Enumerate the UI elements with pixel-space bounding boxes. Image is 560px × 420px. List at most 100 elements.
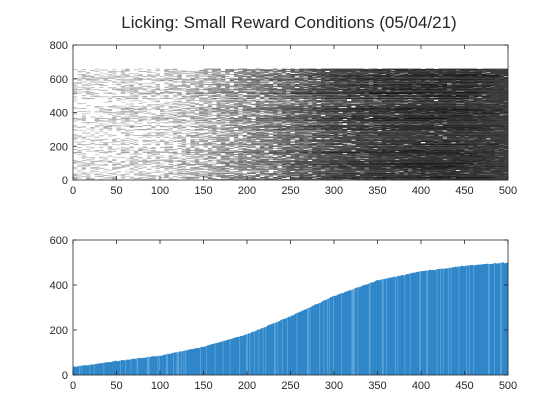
raster-segment xyxy=(181,144,187,146)
raster-segment xyxy=(351,120,413,122)
raster-segment xyxy=(242,107,247,109)
raster-segment xyxy=(342,113,348,115)
raster-segment xyxy=(233,82,239,84)
raster-segment xyxy=(225,72,230,73)
raster-segment xyxy=(281,82,287,84)
raster-segment xyxy=(233,140,239,142)
raster-segment xyxy=(260,148,269,150)
raster-segment xyxy=(242,156,247,158)
raster-segment xyxy=(303,112,313,114)
raster-segment xyxy=(229,129,234,131)
raster-segment xyxy=(120,151,130,153)
raster-segment xyxy=(412,101,421,103)
raster-segment xyxy=(307,156,326,158)
raster-segment xyxy=(338,87,365,88)
raster-segment xyxy=(229,106,234,107)
raster-segment xyxy=(347,85,352,86)
raster-segment xyxy=(129,140,134,142)
raster-segment xyxy=(155,108,160,109)
raster-segment xyxy=(155,73,160,74)
raster-segment xyxy=(73,88,82,90)
raster-segment xyxy=(186,107,195,109)
raster-segment xyxy=(125,132,130,134)
raster-segment xyxy=(94,107,100,108)
raster-segment xyxy=(220,131,226,133)
raster-segment xyxy=(220,126,226,128)
raster-segment xyxy=(173,90,178,92)
raster-segment xyxy=(277,130,282,132)
raster-segment xyxy=(255,102,261,104)
raster-segment xyxy=(381,150,395,152)
raster-segment xyxy=(173,134,178,136)
raster-segment xyxy=(247,114,261,115)
raster-segment xyxy=(142,134,147,135)
raster-segment xyxy=(164,78,169,80)
raster-segment xyxy=(94,132,100,134)
raster-segment xyxy=(299,96,304,98)
raster-segment xyxy=(199,155,204,156)
raster-segment xyxy=(351,86,356,87)
raster-segment xyxy=(242,115,247,116)
raster-segment xyxy=(273,92,287,94)
raster-segment xyxy=(129,110,134,111)
raster-segment xyxy=(146,87,152,89)
raster-segment xyxy=(499,82,508,84)
raster-segment xyxy=(407,109,413,111)
raster-segment xyxy=(355,87,378,89)
raster-segment xyxy=(186,90,195,92)
raster-segment xyxy=(212,114,221,116)
raster-segment xyxy=(238,143,243,145)
raster-segment xyxy=(273,116,278,118)
raster-segment xyxy=(216,128,221,130)
raster-segment xyxy=(260,115,269,116)
raster-segment xyxy=(286,133,295,135)
raster-segment xyxy=(438,73,456,75)
raster-segment xyxy=(112,119,117,121)
raster-segment xyxy=(177,145,187,147)
raster-segment xyxy=(334,155,348,157)
raster-segment xyxy=(494,86,508,87)
raster-segment xyxy=(120,118,130,120)
raster-segment xyxy=(264,120,278,122)
raster-segment xyxy=(407,113,421,115)
raster-segment xyxy=(146,158,152,159)
raster-segment xyxy=(386,77,426,79)
raster-segment xyxy=(225,115,230,117)
raster-segment xyxy=(138,77,143,79)
raster-segment xyxy=(173,132,182,134)
raster-segment xyxy=(90,88,95,90)
raster-segment xyxy=(220,73,226,75)
raster-segment xyxy=(81,149,87,151)
raster-segment xyxy=(190,112,195,114)
raster-segment xyxy=(290,80,300,82)
raster-segment xyxy=(181,133,187,134)
raster-segment xyxy=(438,72,452,74)
raster-segment xyxy=(112,95,126,97)
raster-segment xyxy=(120,81,126,83)
raster-segment xyxy=(286,140,291,141)
raster-segment xyxy=(125,85,134,86)
raster-segment xyxy=(242,110,247,112)
raster-segment xyxy=(220,76,230,77)
raster-segment xyxy=(142,119,152,121)
raster-segment xyxy=(225,157,230,158)
raster-segment xyxy=(290,113,295,115)
raster-segment xyxy=(286,109,291,111)
raster-segment xyxy=(477,114,482,116)
raster-segment xyxy=(107,147,113,149)
raster-segment xyxy=(342,101,361,102)
raster-segment xyxy=(186,71,200,73)
raster-segment xyxy=(334,105,339,106)
raster-segment xyxy=(307,111,321,113)
raster-segment xyxy=(151,90,156,92)
raster-segment xyxy=(360,153,365,155)
raster-segment xyxy=(116,157,121,159)
raster-segment xyxy=(312,103,317,104)
raster-segment xyxy=(325,113,330,115)
raster-segment xyxy=(247,87,256,89)
raster-segment xyxy=(303,98,308,100)
raster-segment xyxy=(242,100,256,102)
raster-segment xyxy=(186,133,191,135)
raster-segment xyxy=(181,125,187,127)
raster-segment xyxy=(481,96,508,98)
